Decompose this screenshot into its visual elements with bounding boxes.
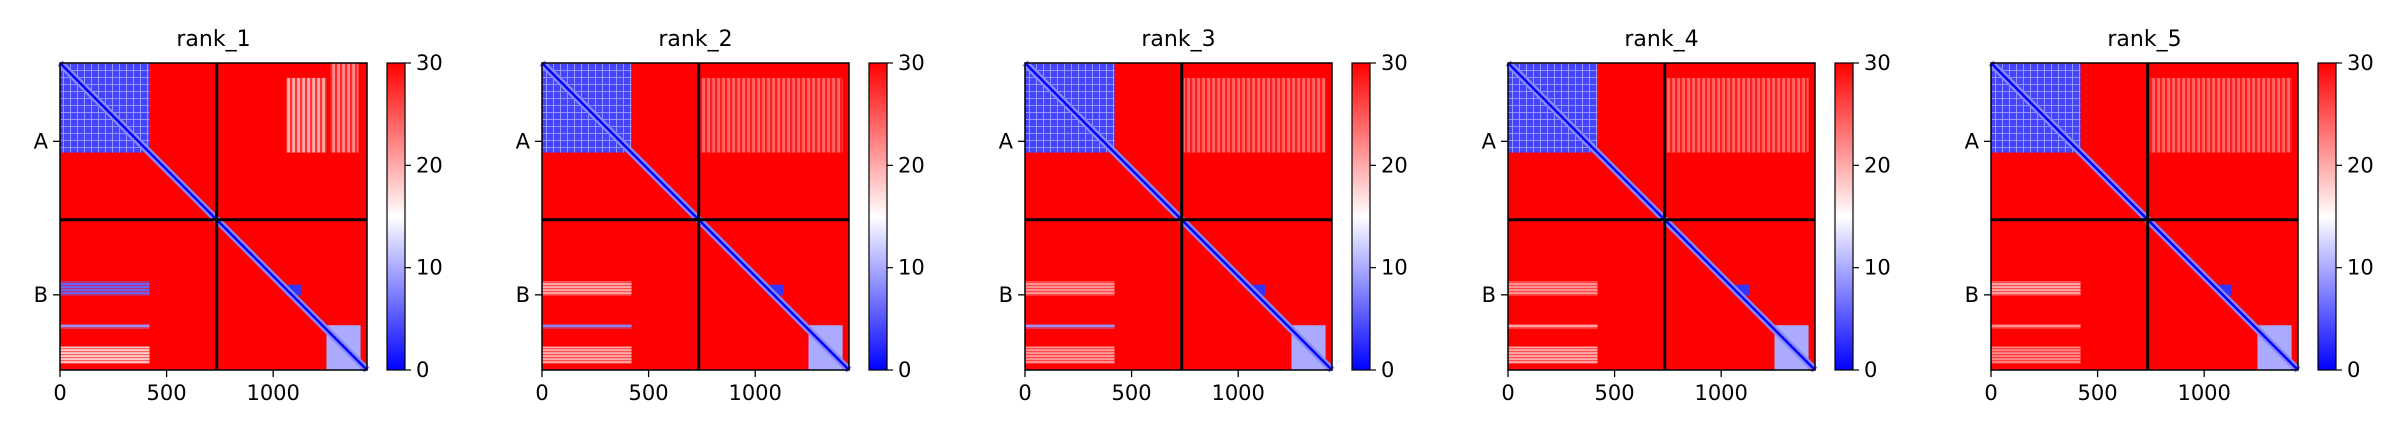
x-tick-label: 500 (629, 381, 669, 405)
heatmap-block-texture (60, 324, 150, 329)
y-tick-label: A (1965, 129, 1980, 153)
colorbar-tick-label: 20 (2347, 153, 2374, 177)
heatmap-block-texture (700, 77, 843, 153)
panel-title: rank_1 (176, 27, 250, 52)
panel-title: rank_3 (1141, 27, 1215, 52)
plot-frame (1507, 62, 1816, 371)
colorbar-tick-label: 0 (2347, 358, 2360, 382)
x-tick-label: 0 (535, 381, 548, 405)
heatmap-block-texture (2149, 77, 2292, 153)
colorbar-tick-label: 20 (898, 153, 925, 177)
panel-rank_2: rank_2 0 500 1000 A B 0 10 20 30 (516, 27, 925, 405)
panel-title: rank_4 (1624, 27, 1698, 52)
y-tick-label: B (34, 283, 48, 307)
colorbar-tick-label: 10 (416, 256, 443, 280)
heatmap-block-texture (1508, 346, 1598, 364)
heatmap-block-texture (542, 281, 632, 296)
colorbar-tick-label: 30 (2347, 51, 2374, 75)
x-tick-label: 500 (1112, 381, 1152, 405)
y-tick-label: B (516, 283, 530, 307)
heatmap-diagonal (1024, 62, 1333, 371)
x-tick-label: 1000 (1211, 381, 1264, 405)
heatmap-block (285, 284, 301, 296)
heatmap-block-texture (1991, 346, 2081, 364)
heatmap-block-texture (1183, 77, 1326, 153)
colorbar-tick-label: 30 (416, 51, 443, 75)
heatmap-block-texture (1508, 281, 1598, 296)
colorbar-tick-label: 30 (1381, 51, 1408, 75)
panel-rank_1: rank_1 0 500 1000 A B 0 10 20 30 (34, 27, 443, 405)
panel-rank_3: rank_3 0 500 1000 A B 0 10 20 30 (999, 27, 1408, 405)
panel-title: rank_5 (2107, 27, 2181, 52)
heatmap-block-texture (1025, 346, 1115, 364)
y-tick-label: A (999, 129, 1014, 153)
heatmap-block-texture (542, 324, 632, 329)
heatmap-block-texture (1991, 281, 2081, 296)
heatmap-block (1733, 284, 1749, 296)
x-tick-label: 500 (147, 381, 187, 405)
colorbar (1834, 62, 1854, 371)
heatmap-diagonal (541, 62, 850, 371)
colorbar-tick-label: 10 (898, 256, 925, 280)
heatmap-block-texture (1991, 324, 2081, 329)
colorbar-tick-label: 0 (898, 358, 911, 382)
heatmap-diagonal (1507, 62, 1816, 371)
panel-title: rank_2 (658, 27, 732, 52)
heatmap-block-texture (542, 346, 632, 364)
panel-rank_5: rank_5 0 500 1000 A B 0 10 20 30 (1965, 27, 2374, 405)
colorbar (2317, 62, 2337, 371)
plot-frame (1990, 62, 2299, 371)
heatmap-block (2216, 284, 2232, 296)
x-tick-label: 0 (53, 381, 66, 405)
heatmap-block-texture (1666, 77, 1809, 153)
heatmap-block-texture (1508, 324, 1598, 329)
colorbar (1351, 62, 1371, 371)
heatmap-block-texture (60, 281, 150, 296)
x-tick-label: 0 (1018, 381, 1031, 405)
colorbar-tick-label: 10 (1381, 256, 1408, 280)
heatmap-block-texture (1025, 281, 1115, 296)
colorbar (868, 62, 888, 371)
colorbar-tick-label: 0 (1864, 358, 1877, 382)
x-tick-label: 1000 (246, 381, 299, 405)
y-tick-label: A (516, 129, 531, 153)
colorbar (386, 62, 406, 371)
x-tick-label: 500 (2078, 381, 2118, 405)
y-tick-label: A (34, 129, 49, 153)
plot-frame (541, 62, 850, 371)
colorbar-tick-label: 20 (416, 153, 443, 177)
x-tick-label: 0 (1984, 381, 1997, 405)
colorbar-tick-label: 30 (1864, 51, 1891, 75)
heatmap-block-texture (285, 77, 327, 153)
colorbar-tick-label: 20 (1864, 153, 1891, 177)
y-tick-label: A (1482, 129, 1497, 153)
y-tick-label: B (999, 283, 1013, 307)
heatmap-block-texture (60, 346, 150, 364)
colorbar-tick-label: 0 (416, 358, 429, 382)
heatmap-diagonal (1990, 62, 2299, 371)
colorbar-tick-label: 10 (2347, 256, 2374, 280)
colorbar-tick-label: 0 (1381, 358, 1394, 382)
panel-rank_4: rank_4 0 500 1000 A B 0 10 20 30 (1482, 27, 1891, 405)
heatmap-block-texture (330, 63, 359, 153)
plot-frame (1024, 62, 1333, 371)
colorbar-tick-label: 10 (1864, 256, 1891, 280)
x-tick-label: 1000 (2177, 381, 2230, 405)
x-tick-label: 1000 (728, 381, 781, 405)
colorbar-tick-label: 20 (1381, 153, 1408, 177)
x-tick-label: 500 (1595, 381, 1635, 405)
x-tick-label: 0 (1501, 381, 1514, 405)
heatmap-block-texture (1025, 324, 1115, 329)
y-tick-label: B (1965, 283, 1979, 307)
y-tick-label: B (1482, 283, 1496, 307)
colorbar-tick-label: 30 (898, 51, 925, 75)
plot-frame (59, 62, 368, 371)
x-tick-label: 1000 (1694, 381, 1747, 405)
heatmap-block (1250, 284, 1266, 296)
heatmap-block (767, 284, 783, 296)
heatmap-diagonal (59, 62, 368, 371)
